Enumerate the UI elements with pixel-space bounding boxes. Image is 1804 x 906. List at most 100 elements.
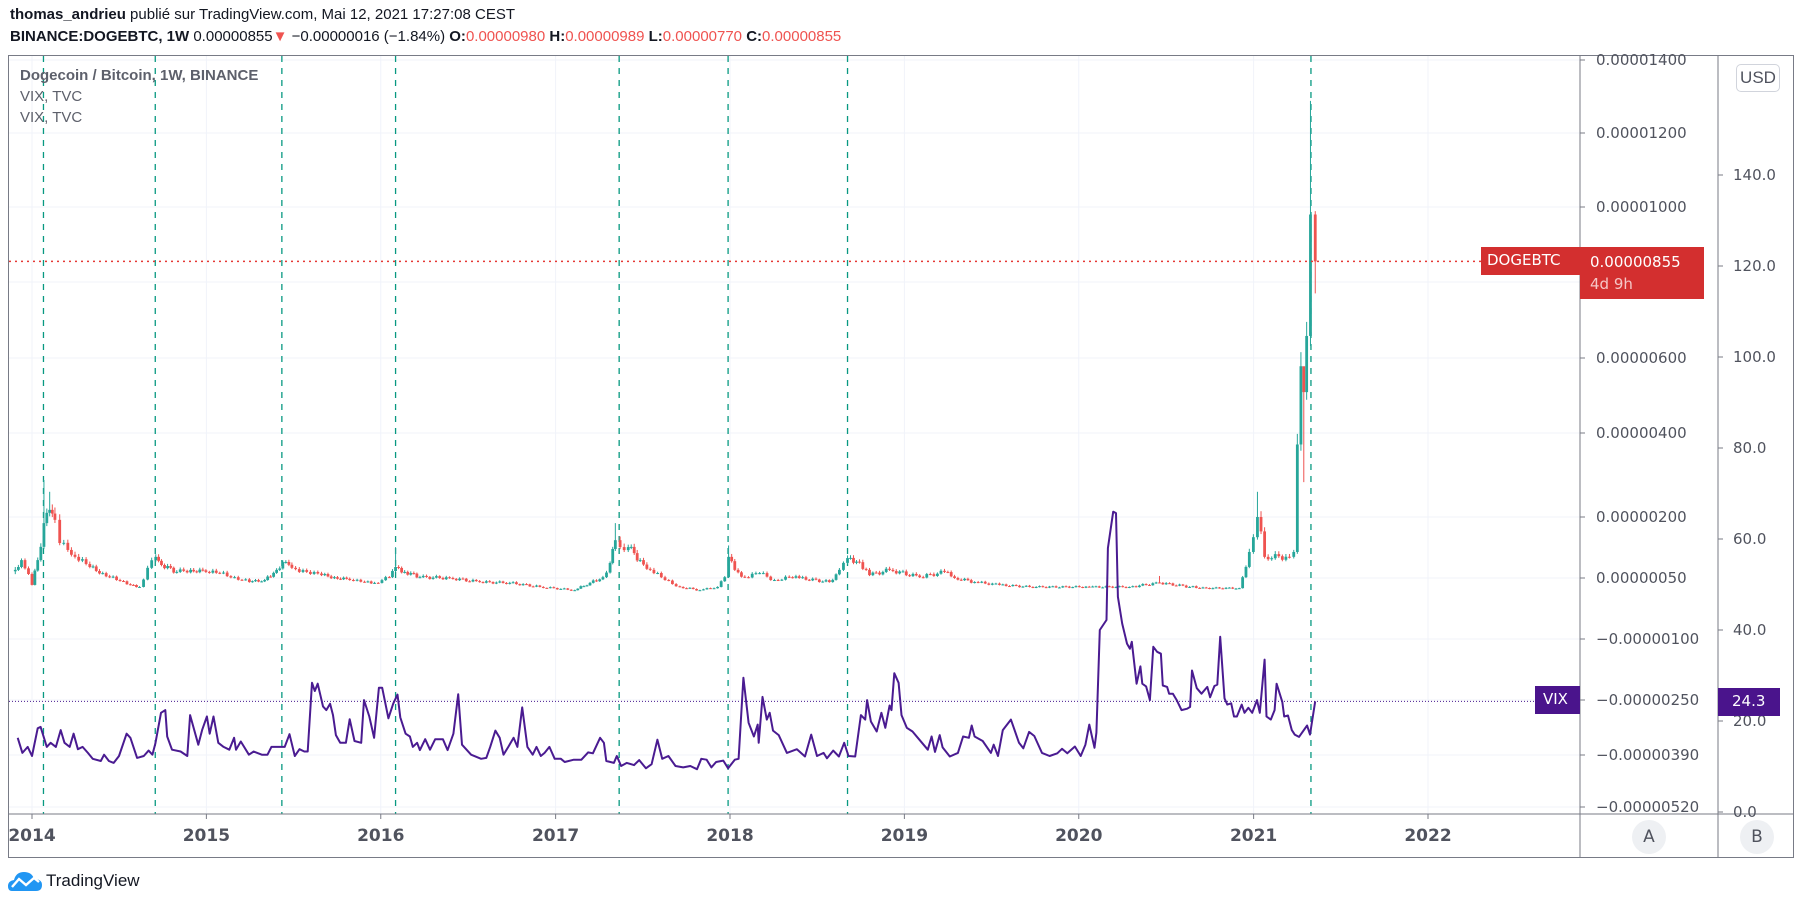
- axis-a-label: 0.00000050: [1596, 569, 1687, 587]
- candle-body: [36, 560, 40, 571]
- candle-body: [1071, 587, 1075, 589]
- candle-body: [333, 577, 336, 579]
- candle-body: [1131, 586, 1135, 588]
- candle-body: [776, 580, 780, 582]
- candle-body: [842, 562, 845, 570]
- candle-body: [1001, 584, 1005, 586]
- candle-body: [555, 588, 559, 590]
- candle-body: [1117, 586, 1121, 588]
- candle-body: [1148, 584, 1151, 586]
- candle-body: [698, 590, 702, 592]
- candle-body: [272, 572, 276, 577]
- candle-body: [521, 584, 525, 586]
- candle-body: [605, 572, 608, 578]
- candle-body: [458, 578, 461, 581]
- candle-body: [290, 564, 294, 568]
- candle-body: [719, 581, 723, 587]
- candle-body: [980, 581, 984, 583]
- candle-body: [1305, 335, 1309, 393]
- candle-body: [400, 567, 404, 573]
- candle-body: [868, 569, 871, 576]
- candle-body: [62, 542, 66, 544]
- candle-body: [1067, 586, 1071, 588]
- candle-body: [1094, 586, 1098, 588]
- candle-body: [1074, 586, 1078, 588]
- candle-body: [1241, 577, 1245, 589]
- candle-body: [316, 571, 320, 574]
- candle-body: [94, 566, 98, 571]
- candle-body: [908, 575, 912, 577]
- tradingview-logo[interactable]: TradingView: [8, 870, 140, 892]
- candle-body: [1151, 583, 1155, 586]
- candle-body: [326, 574, 330, 577]
- candle-body: [518, 584, 522, 586]
- candle-body: [911, 573, 915, 577]
- candle-body: [1031, 586, 1035, 588]
- candle-body: [727, 556, 730, 578]
- scale-b-button[interactable]: B: [1740, 820, 1774, 854]
- candle-body: [1288, 556, 1291, 558]
- candle-body: [431, 577, 435, 579]
- candle-body: [418, 577, 422, 579]
- candle-body: [1087, 586, 1091, 588]
- candle-body: [58, 519, 62, 544]
- candle-body: [894, 571, 898, 574]
- candle-body: [355, 579, 359, 581]
- candle-body: [342, 577, 345, 580]
- candle-body: [498, 581, 502, 583]
- candle-body: [48, 509, 52, 513]
- author-name[interactable]: thomas_andrieu: [10, 6, 126, 23]
- candle-body: [23, 560, 27, 569]
- candle-body: [84, 559, 88, 564]
- candle-body: [1237, 588, 1241, 590]
- candle-body: [451, 578, 455, 579]
- candle-body: [363, 581, 366, 583]
- candle-body: [1256, 517, 1259, 538]
- candle-body: [182, 569, 186, 571]
- candle-body: [192, 569, 196, 572]
- candle-body: [804, 577, 808, 580]
- candle-body: [548, 587, 552, 589]
- candle-body: [705, 588, 709, 590]
- bar-countdown: 4d 9h: [1590, 275, 1633, 293]
- symbol-name: BINANCE:DOGEBTC, 1W: [10, 28, 190, 45]
- candle-body: [352, 580, 355, 582]
- candle-body: [178, 569, 182, 572]
- candle-body: [723, 577, 727, 582]
- candle-body: [16, 567, 20, 570]
- candle-body: [1234, 588, 1238, 590]
- candle-body: [973, 582, 977, 584]
- currency-button[interactable]: USD: [1736, 64, 1780, 92]
- legend-overlay-2[interactable]: VIX, TVC: [20, 109, 83, 126]
- axis-a-label: 0.00001000: [1596, 198, 1687, 216]
- scale-a-button[interactable]: A: [1632, 820, 1666, 854]
- candle-body: [743, 576, 747, 578]
- legend-overlay-1[interactable]: VIX, TVC: [20, 88, 83, 105]
- legend-main-series[interactable]: Dogecoin / Bitcoin, 1W, BINANCE: [20, 67, 259, 84]
- time-axis-label: 2017: [531, 826, 580, 846]
- candle-body: [663, 577, 667, 581]
- candle-body: [135, 585, 138, 588]
- publish-info: thomas_andrieu publié sur TradingView.co…: [10, 6, 515, 23]
- candle-body: [434, 576, 438, 578]
- candle-body: [508, 582, 512, 584]
- candle-body: [42, 523, 46, 547]
- candle-body: [976, 582, 980, 584]
- candle-body: [1024, 585, 1028, 587]
- candle-body: [468, 581, 472, 583]
- candle-body: [811, 578, 815, 581]
- price-change: −0.00000016 (−1.84%): [291, 28, 446, 45]
- candle-body: [1107, 586, 1111, 588]
- candle-body: [573, 590, 577, 592]
- candle-body: [111, 576, 115, 578]
- candle-body: [146, 567, 150, 580]
- candle-body: [320, 573, 323, 576]
- candle-body: [864, 568, 868, 570]
- candle-body: [801, 577, 805, 579]
- time-axis-label: 2016: [357, 826, 405, 846]
- candle-body: [901, 571, 905, 573]
- dogebtc-price-value: 0.00000855: [1590, 253, 1681, 271]
- candle-body: [198, 569, 202, 573]
- candle-body: [1141, 584, 1145, 586]
